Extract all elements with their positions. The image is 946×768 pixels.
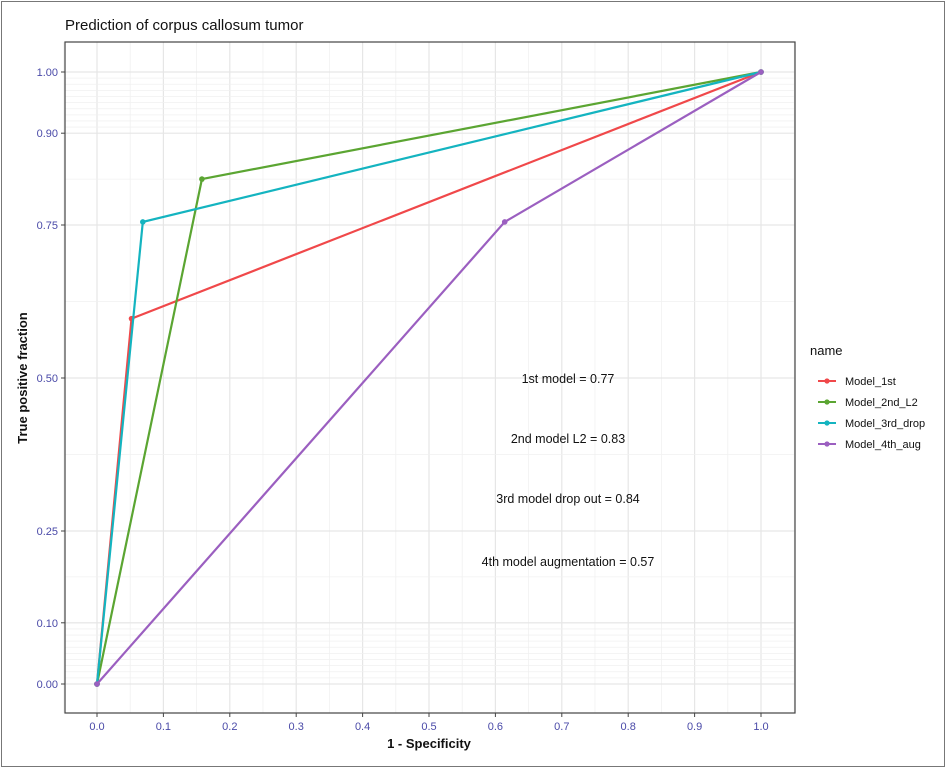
x-tick-label: 0.8 [621,721,636,733]
model-annotation: 3rd model drop out = 0.84 [496,492,640,506]
data-point [758,69,764,75]
x-tick-label: 0.5 [421,721,436,733]
y-tick-label: 0.25 [37,526,58,538]
x-tick-label: 0.6 [488,721,503,733]
model-annotation: 4th model augmentation = 0.57 [482,555,655,569]
x-tick-label: 0.0 [89,721,104,733]
model-annotation: 1st model = 0.77 [522,372,615,386]
y-tick-label: 1.00 [37,67,58,79]
x-axis-label: 1 - Specificity [387,736,472,751]
x-tick-label: 0.3 [289,721,304,733]
y-tick-label: 0.00 [37,679,58,691]
legend-label: Model_2nd_L2 [845,397,918,409]
chart-title: Prediction of corpus callosum tumor [65,17,303,34]
legend-key-point [824,378,830,384]
x-tick-label: 0.7 [554,721,569,733]
data-point [94,681,100,687]
y-tick-label: 0.75 [37,220,58,232]
legend-label: Model_4th_aug [845,439,921,451]
y-tick-label: 0.50 [37,373,58,385]
data-point [501,219,508,225]
legend-label: Model_3rd_drop [845,418,925,430]
data-point [199,176,205,182]
legend-title: name [810,343,843,358]
y-tick-label: 0.90 [37,128,58,140]
x-tick-label: 0.9 [687,721,702,733]
x-tick-label: 1.0 [753,721,768,733]
legend-label: Model_1st [845,376,896,388]
legend-key-point [824,399,830,405]
x-tick-label: 0.2 [222,721,237,733]
y-axis-label: True positive fraction [15,312,30,444]
legend-key-point [824,420,830,426]
model-annotation: 2nd model L2 = 0.83 [511,432,625,446]
data-point [140,219,146,225]
x-tick-label: 0.4 [355,721,370,733]
legend-key-point [824,441,830,447]
x-tick-label: 0.1 [156,721,171,733]
y-tick-label: 0.10 [37,618,58,630]
